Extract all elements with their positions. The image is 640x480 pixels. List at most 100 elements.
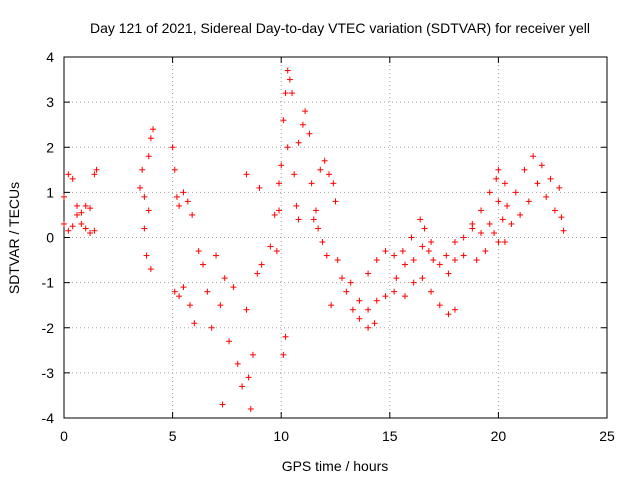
- data-point: [271, 211, 278, 218]
- y-axis-label: SDTVAR / TECUs: [6, 182, 22, 294]
- data-point: [184, 198, 191, 205]
- data-point: [425, 248, 432, 255]
- data-point: [334, 257, 341, 264]
- data-point: [312, 207, 319, 214]
- data-point: [382, 293, 389, 300]
- data-point: [393, 275, 400, 282]
- data-point: [323, 252, 330, 259]
- y-tick-label: -1: [42, 275, 55, 291]
- data-point: [293, 202, 300, 209]
- data-point: [247, 405, 254, 412]
- data-point: [445, 270, 452, 277]
- data-point: [308, 180, 315, 187]
- data-point: [61, 220, 67, 227]
- data-point: [517, 211, 524, 218]
- data-point: [230, 284, 237, 291]
- data-point: [150, 126, 157, 133]
- data-point: [243, 306, 250, 313]
- x-tick-label: 20: [491, 428, 507, 444]
- data-point: [256, 184, 263, 191]
- data-point: [143, 252, 150, 259]
- data-point: [93, 166, 100, 173]
- chart-title: Day 121 of 2021, Sidereal Day-to-day VTE…: [90, 20, 590, 36]
- data-point: [534, 180, 541, 187]
- data-point: [137, 184, 144, 191]
- data-point: [371, 320, 378, 327]
- data-point: [551, 207, 558, 214]
- grid-lines: [64, 57, 607, 418]
- data-point: [328, 302, 335, 309]
- data-point: [315, 225, 322, 232]
- data-point: [491, 229, 498, 236]
- data-point: [486, 189, 493, 196]
- data-point: [145, 153, 152, 160]
- data-point: [321, 157, 328, 164]
- y-tick-label: -2: [42, 320, 55, 336]
- data-point: [243, 171, 250, 178]
- data-point: [82, 225, 89, 232]
- data-point: [145, 207, 152, 214]
- y-tick-label: 0: [46, 230, 54, 246]
- data-point: [460, 234, 467, 241]
- data-point: [451, 257, 458, 264]
- data-point: [558, 214, 565, 221]
- data-point: [74, 211, 81, 218]
- data-point: [180, 189, 187, 196]
- data-point: [141, 225, 148, 232]
- data-point: [306, 130, 313, 137]
- data-point: [78, 220, 85, 227]
- data-point: [493, 175, 500, 182]
- x-tick-label: 15: [382, 428, 398, 444]
- data-point: [495, 198, 502, 205]
- data-point: [330, 180, 337, 187]
- data-point: [521, 166, 528, 173]
- y-tick-label: 2: [46, 139, 54, 155]
- data-point: [267, 243, 274, 250]
- data-point: [291, 171, 298, 178]
- y-tick-label: -3: [42, 365, 55, 381]
- data-point: [295, 216, 302, 223]
- data-point: [436, 261, 443, 268]
- data-point: [428, 239, 435, 246]
- data-point: [280, 351, 287, 358]
- data-point: [245, 374, 252, 381]
- data-point: [141, 193, 148, 200]
- data-point: [402, 261, 409, 268]
- data-point: [399, 248, 406, 255]
- data-point: [213, 252, 220, 259]
- data-point: [61, 193, 67, 200]
- data-point: [417, 216, 424, 223]
- x-tick-label: 25: [599, 428, 615, 444]
- data-point: [356, 297, 363, 304]
- data-point: [365, 270, 372, 277]
- data-point: [208, 324, 215, 331]
- data-point: [189, 211, 196, 218]
- data-point: [410, 279, 417, 286]
- y-tick-label: 1: [46, 184, 54, 200]
- data-point: [280, 117, 287, 124]
- data-point: [286, 76, 293, 83]
- data-point: [512, 189, 519, 196]
- data-point: [65, 171, 72, 178]
- data-point: [365, 324, 372, 331]
- data-point: [451, 239, 458, 246]
- data-point: [469, 220, 476, 227]
- data-point: [295, 139, 302, 146]
- data-point: [276, 207, 283, 214]
- x-axis-label: GPS time / hours: [282, 458, 389, 474]
- data-point: [419, 275, 426, 282]
- data-point: [276, 180, 283, 187]
- data-point: [239, 383, 246, 390]
- x-tick-label: 0: [60, 428, 68, 444]
- data-point: [547, 175, 554, 182]
- data-point: [273, 248, 280, 255]
- data-point: [278, 162, 285, 169]
- data-point: [91, 227, 98, 234]
- data-point: [478, 229, 485, 236]
- data-point: [319, 239, 326, 246]
- data-point: [410, 257, 417, 264]
- data-point: [147, 135, 154, 142]
- data-point: [421, 225, 428, 232]
